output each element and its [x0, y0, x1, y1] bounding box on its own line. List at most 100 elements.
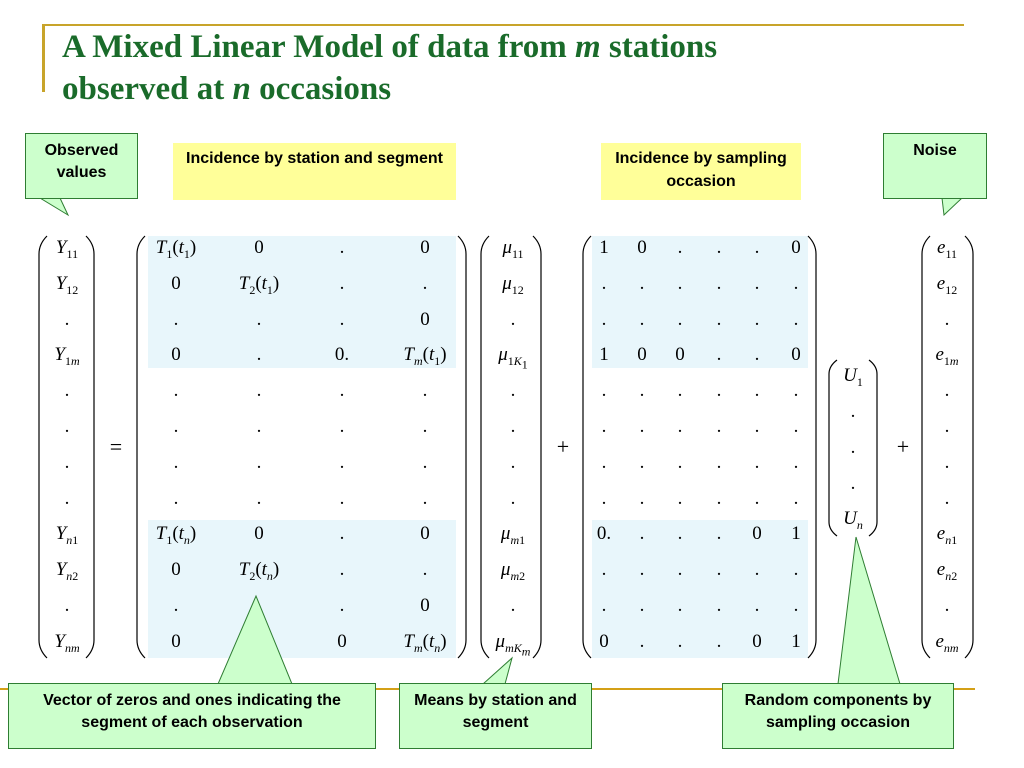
matrix-cell: .	[601, 595, 607, 616]
matrix-cell: Tm(tn)	[403, 631, 447, 655]
matrix-cell: .	[754, 380, 760, 401]
y-element: Ynm	[54, 631, 80, 655]
matrix-cell: .	[173, 452, 179, 473]
y-element: Yn1	[55, 523, 79, 547]
matrix-cell: 0	[791, 237, 801, 258]
e-element: enm	[935, 631, 959, 655]
plus-sign-2: +	[896, 434, 910, 459]
e-element: .	[944, 416, 950, 437]
matrix-cell: 0	[637, 237, 647, 258]
matrix-cell: .	[339, 559, 345, 580]
matrix-cell: .	[793, 273, 799, 294]
matrix-cell: .	[793, 309, 799, 330]
matrix-cell: 0	[752, 631, 762, 652]
y-element: .	[64, 452, 70, 473]
matrix-cell: .	[173, 488, 179, 509]
matrix-cell: .	[793, 416, 799, 437]
matrix-cell: .	[256, 416, 262, 437]
y-element: .	[64, 416, 70, 437]
e-element: en2	[936, 559, 958, 583]
matrix-cell: Tm(t1)	[403, 344, 447, 368]
matrix-cell: .	[677, 631, 683, 652]
e-element: .	[944, 380, 950, 401]
slide-title: A Mixed Linear Model of data from m stat…	[62, 29, 718, 107]
matrix-cell: .	[339, 523, 345, 544]
e-element: e1m	[935, 344, 959, 368]
matrix-cell: 0	[752, 523, 762, 544]
incidence-sampling-label: Incidence by sampling occasion	[601, 143, 801, 200]
y-element: .	[64, 488, 70, 509]
matrix-cell: .	[601, 452, 607, 473]
y-element: Y11	[55, 237, 79, 261]
matrix-cell: 0	[337, 631, 347, 652]
matrix-cell: .	[677, 237, 683, 258]
u-element: U1	[843, 365, 863, 389]
matrix-cell: .	[754, 452, 760, 473]
left-rule	[42, 24, 45, 92]
matrix-cell: .	[716, 488, 722, 509]
matrix-cell: T2(tn)	[238, 559, 280, 583]
matrix-cell: .	[716, 273, 722, 294]
matrix-cell: .	[754, 559, 760, 580]
station-block-1-shade	[148, 236, 456, 368]
matrix-cell: .	[677, 452, 683, 473]
matrix-cell: .	[339, 595, 345, 616]
matrix-cell: .	[677, 380, 683, 401]
matrix-cell: 0.	[334, 344, 350, 365]
y-element: .	[64, 595, 70, 616]
plus-sign-1: +	[556, 434, 570, 459]
noise-callout: Noise	[883, 133, 987, 199]
y-element: .	[64, 309, 70, 330]
matrix-cell: .	[716, 595, 722, 616]
matrix-cell: .	[716, 559, 722, 580]
mu-element: μ11	[502, 237, 524, 261]
matrix-cell: .	[716, 309, 722, 330]
matrix-cell: 0	[171, 344, 181, 365]
u-element: Un	[843, 508, 863, 532]
matrix-cell: .	[173, 309, 179, 330]
matrix-cell: .	[793, 488, 799, 509]
vector-zeros-ones-callout: Vector of zeros and ones indicating the …	[8, 683, 376, 749]
incidence-station-label: Incidence by station and segment	[173, 143, 456, 200]
matrix-cell: .	[339, 309, 345, 330]
matrix-cell: .	[256, 380, 262, 401]
matrix-cell: .	[422, 416, 428, 437]
matrix-cell: .	[677, 273, 683, 294]
matrix-cell: .	[639, 309, 645, 330]
matrix-cell: .	[639, 273, 645, 294]
matrix-cell: .	[716, 237, 722, 258]
matrix-cell: 0	[675, 344, 685, 365]
matrix-cell: .	[639, 559, 645, 580]
matrix-cell: .	[639, 631, 645, 652]
matrix-cell: .	[601, 559, 607, 580]
matrix-cell: .	[256, 488, 262, 509]
y-element: .	[64, 380, 70, 401]
matrix-cell: .	[754, 273, 760, 294]
matrix-cell: .	[639, 595, 645, 616]
mu-element: .	[510, 416, 516, 437]
matrix-cell: T1(t1)	[155, 237, 197, 261]
matrix-cell: .	[677, 416, 683, 437]
matrix-cell: .	[339, 488, 345, 509]
matrix-cell: .	[716, 452, 722, 473]
matrix-cell: 1	[791, 631, 801, 652]
e-element: .	[944, 595, 950, 616]
matrix-cell: .	[677, 559, 683, 580]
random-components-callout: Random components by sampling occasion	[722, 683, 954, 749]
matrix-cell: .	[601, 273, 607, 294]
matrix-cell: .	[677, 595, 683, 616]
matrix-cell: 0	[791, 344, 801, 365]
matrix-cell: .	[422, 452, 428, 473]
matrix-cell: .	[339, 273, 345, 294]
matrix-cell: .	[677, 523, 683, 544]
e-element: e11	[937, 237, 957, 261]
matrix-cell: 0	[420, 523, 430, 544]
matrix-cell: 0	[637, 344, 647, 365]
matrix-cell: .	[754, 309, 760, 330]
observed-values-callout: Observed values	[25, 133, 138, 199]
matrix-cell: .	[639, 452, 645, 473]
matrix-cell: .	[256, 344, 262, 365]
matrix-cell: .	[754, 595, 760, 616]
mu-element: .	[510, 309, 516, 330]
